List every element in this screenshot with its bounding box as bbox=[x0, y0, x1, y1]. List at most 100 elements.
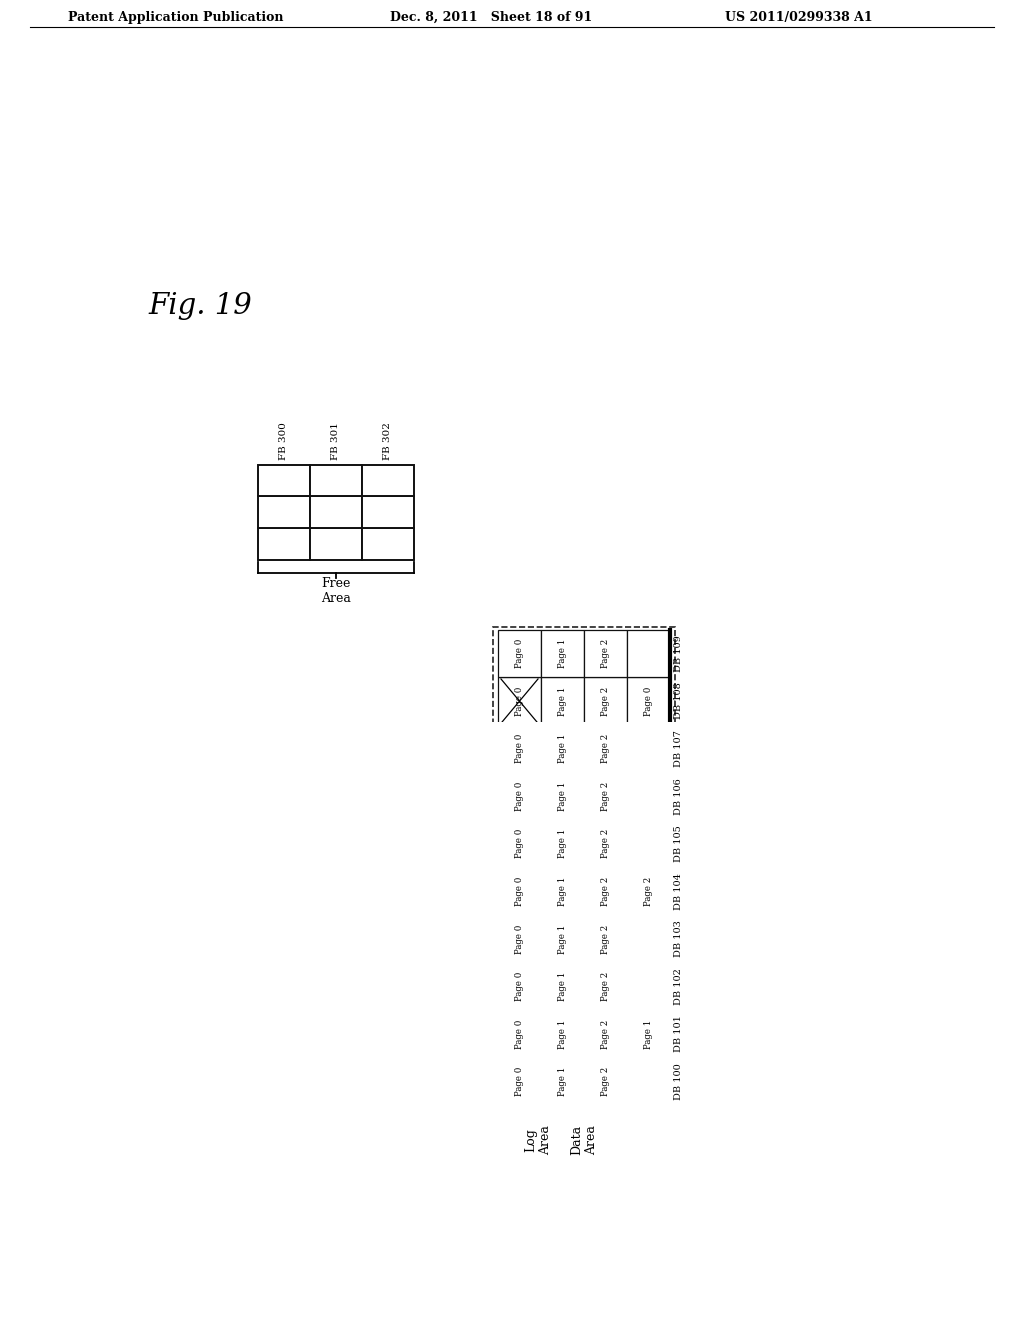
Bar bbox=[541, 1057, 584, 1105]
Bar bbox=[584, 677, 627, 725]
Text: Page 2: Page 2 bbox=[601, 1019, 610, 1048]
Bar bbox=[362, 528, 414, 560]
Bar bbox=[541, 820, 584, 867]
Text: Page 0: Page 0 bbox=[515, 1019, 524, 1048]
Bar bbox=[362, 465, 414, 496]
Text: Page 0: Page 0 bbox=[515, 876, 524, 906]
Text: DB 107: DB 107 bbox=[674, 730, 683, 767]
Bar bbox=[584, 1010, 627, 1057]
Text: Page 1: Page 1 bbox=[558, 1067, 567, 1097]
Text: Page 0: Page 0 bbox=[515, 734, 524, 763]
Bar bbox=[584, 772, 627, 820]
Bar bbox=[584, 725, 627, 772]
Bar bbox=[498, 867, 541, 915]
Bar bbox=[627, 630, 670, 677]
Bar bbox=[627, 1010, 670, 1057]
Bar bbox=[627, 725, 670, 772]
Text: DB 106: DB 106 bbox=[674, 777, 683, 814]
Text: Page 0: Page 0 bbox=[515, 781, 524, 810]
Bar bbox=[498, 1010, 541, 1057]
Text: Page 2: Page 2 bbox=[601, 734, 610, 763]
Bar bbox=[584, 630, 627, 677]
Text: Page 2: Page 2 bbox=[601, 1067, 610, 1096]
Text: Page 1: Page 1 bbox=[558, 639, 567, 668]
Bar bbox=[498, 725, 541, 772]
Bar bbox=[541, 915, 584, 962]
Text: Page 1: Page 1 bbox=[558, 1019, 567, 1048]
Bar bbox=[258, 496, 310, 528]
Text: Page 0: Page 0 bbox=[515, 924, 524, 953]
Text: FB 301: FB 301 bbox=[332, 422, 341, 461]
Bar bbox=[541, 630, 584, 677]
Bar bbox=[498, 1057, 541, 1105]
Text: Patent Application Publication: Patent Application Publication bbox=[68, 11, 284, 24]
Text: Page 1: Page 1 bbox=[558, 686, 567, 715]
Bar bbox=[498, 677, 541, 725]
Bar bbox=[541, 772, 584, 820]
Bar bbox=[541, 1010, 584, 1057]
Text: Page 1: Page 1 bbox=[558, 829, 567, 858]
Bar bbox=[493, 817, 675, 917]
Bar bbox=[584, 1057, 627, 1105]
Text: Page 0: Page 0 bbox=[515, 972, 524, 1001]
Text: Fig. 19: Fig. 19 bbox=[148, 292, 252, 321]
Text: Free
Area: Free Area bbox=[322, 577, 351, 606]
Text: Page 0: Page 0 bbox=[515, 829, 524, 858]
Bar bbox=[541, 962, 584, 1010]
Text: DB 103: DB 103 bbox=[674, 920, 683, 957]
Text: US 2011/0299338 A1: US 2011/0299338 A1 bbox=[725, 11, 872, 24]
Bar bbox=[362, 496, 414, 528]
Bar bbox=[584, 915, 627, 962]
Text: Page 1: Page 1 bbox=[558, 972, 567, 1001]
Text: Page 0: Page 0 bbox=[515, 1067, 524, 1097]
Bar bbox=[541, 677, 584, 725]
Text: Page 2: Page 2 bbox=[644, 876, 653, 906]
Text: Page 1: Page 1 bbox=[558, 781, 567, 810]
Text: Data
Area: Data Area bbox=[570, 1125, 598, 1155]
Bar bbox=[627, 772, 670, 820]
Bar bbox=[541, 725, 584, 772]
Text: FB 300: FB 300 bbox=[280, 422, 289, 461]
Bar bbox=[541, 867, 584, 915]
Text: Page 2: Page 2 bbox=[601, 639, 610, 668]
Text: Page 2: Page 2 bbox=[601, 876, 610, 906]
Text: Page 0: Page 0 bbox=[644, 686, 653, 715]
Bar bbox=[498, 630, 541, 677]
Text: Page 2: Page 2 bbox=[601, 781, 610, 810]
Bar bbox=[584, 867, 627, 915]
Text: FB 302: FB 302 bbox=[384, 422, 392, 461]
Bar bbox=[584, 820, 627, 867]
Bar bbox=[627, 677, 670, 725]
Text: Page 1: Page 1 bbox=[558, 734, 567, 763]
Text: DB 102: DB 102 bbox=[674, 968, 683, 1005]
Text: DB 109: DB 109 bbox=[674, 635, 683, 672]
Text: Page 1: Page 1 bbox=[558, 924, 567, 953]
Bar bbox=[498, 772, 541, 820]
Text: Page 1: Page 1 bbox=[644, 1019, 653, 1048]
Text: Page 0: Page 0 bbox=[515, 686, 524, 715]
Bar bbox=[493, 627, 675, 727]
Text: DB 104: DB 104 bbox=[674, 873, 683, 909]
Bar bbox=[627, 962, 670, 1010]
Text: Page 2: Page 2 bbox=[601, 972, 610, 1001]
Bar bbox=[627, 820, 670, 867]
Text: Page 2: Page 2 bbox=[601, 829, 610, 858]
Bar bbox=[258, 465, 310, 496]
Text: Page 1: Page 1 bbox=[558, 876, 567, 906]
Bar bbox=[498, 820, 541, 867]
Bar bbox=[310, 465, 362, 496]
Bar bbox=[627, 867, 670, 915]
Bar bbox=[498, 962, 541, 1010]
Text: DB 105: DB 105 bbox=[674, 825, 683, 862]
Text: Page 0: Page 0 bbox=[515, 639, 524, 668]
Bar bbox=[627, 915, 670, 962]
Bar bbox=[310, 528, 362, 560]
Text: DB 100: DB 100 bbox=[674, 1063, 683, 1100]
Text: DB 108: DB 108 bbox=[674, 682, 683, 719]
Bar bbox=[584, 962, 627, 1010]
Text: Dec. 8, 2011   Sheet 18 of 91: Dec. 8, 2011 Sheet 18 of 91 bbox=[390, 11, 592, 24]
Bar bbox=[627, 1057, 670, 1105]
Text: DB 101: DB 101 bbox=[674, 1015, 683, 1052]
Text: Page 2: Page 2 bbox=[601, 924, 610, 953]
Bar bbox=[493, 960, 675, 1060]
